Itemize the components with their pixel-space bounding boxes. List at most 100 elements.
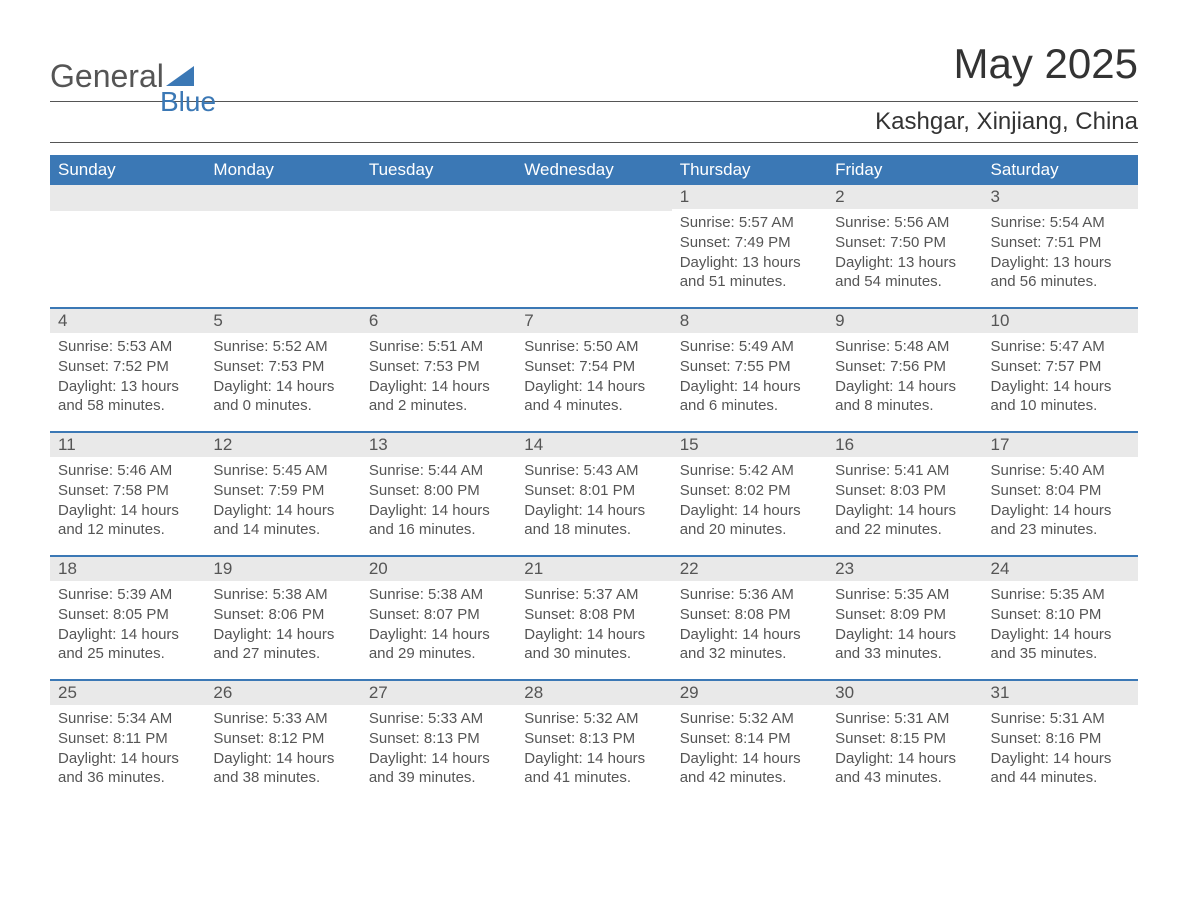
day-number: 16: [827, 433, 982, 457]
sunrise-text: Sunrise: 5:31 AM: [827, 709, 982, 729]
sunset-text: Sunset: 8:08 PM: [516, 605, 671, 625]
daylight-text: Daylight: 14 hours and 32 minutes.: [672, 625, 827, 665]
week-row: 18Sunrise: 5:39 AMSunset: 8:05 PMDayligh…: [50, 555, 1138, 679]
week-row: 4Sunrise: 5:53 AMSunset: 7:52 PMDaylight…: [50, 307, 1138, 431]
sunset-text: Sunset: 7:53 PM: [361, 357, 516, 377]
day-cell: 29Sunrise: 5:32 AMSunset: 8:14 PMDayligh…: [672, 681, 827, 803]
calendar: SundayMondayTuesdayWednesdayThursdayFrid…: [50, 155, 1138, 803]
daylight-text: Daylight: 14 hours and 36 minutes.: [50, 749, 205, 789]
daylight-text: Daylight: 14 hours and 10 minutes.: [983, 377, 1138, 417]
daylight-text: Daylight: 14 hours and 33 minutes.: [827, 625, 982, 665]
daylight-text: Daylight: 14 hours and 20 minutes.: [672, 501, 827, 541]
day-cell: 19Sunrise: 5:38 AMSunset: 8:06 PMDayligh…: [205, 557, 360, 679]
day-number: 1: [672, 185, 827, 209]
sunset-text: Sunset: 8:09 PM: [827, 605, 982, 625]
daylight-text: Daylight: 13 hours and 58 minutes.: [50, 377, 205, 417]
sunrise-text: Sunrise: 5:38 AM: [361, 585, 516, 605]
day-cell: 30 Sunrise: 5:31 AMSunset: 8:15 PMDayligh…: [827, 681, 982, 803]
weekday-header: Friday: [827, 155, 982, 185]
day-cell: [50, 185, 205, 307]
daylight-text: Daylight: 14 hours and 43 minutes.: [827, 749, 982, 789]
sunrise-text: Sunrise: 5:31 AM: [983, 709, 1138, 729]
sunset-text: Sunset: 8:06 PM: [205, 605, 360, 625]
daylight-text: Daylight: 13 hours and 54 minutes.: [827, 253, 982, 293]
day-cell: 8Sunrise: 5:49 AMSunset: 7:55 PMDaylight…: [672, 309, 827, 431]
sunset-text: Sunset: 8:03 PM: [827, 481, 982, 501]
day-number: [205, 185, 360, 211]
day-number: [50, 185, 205, 211]
daylight-text: Daylight: 14 hours and 25 minutes.: [50, 625, 205, 665]
sunset-text: Sunset: 7:53 PM: [205, 357, 360, 377]
sunset-text: Sunset: 8:08 PM: [672, 605, 827, 625]
sunrise-text: Sunrise: 5:46 AM: [50, 461, 205, 481]
sunrise-text: Sunrise: 5:43 AM: [516, 461, 671, 481]
weeks-container: 1Sunrise: 5:57 AMSunset: 7:49 PMDaylight…: [50, 185, 1138, 803]
sunrise-text: Sunrise: 5:33 AM: [361, 709, 516, 729]
day-number: 11: [50, 433, 205, 457]
day-number: 2: [827, 185, 982, 209]
sunrise-text: Sunrise: 5:38 AM: [205, 585, 360, 605]
day-cell: 17Sunrise: 5:40 AMSunset: 8:04 PMDayligh…: [983, 433, 1138, 555]
day-number: 20: [361, 557, 516, 581]
sunrise-text: Sunrise: 5:47 AM: [983, 337, 1138, 357]
sunrise-text: Sunrise: 5:35 AM: [827, 585, 982, 605]
day-number: 5: [205, 309, 360, 333]
sunrise-text: Sunrise: 5:51 AM: [361, 337, 516, 357]
day-cell: 27Sunrise: 5:33 AMSunset: 8:13 PMDayligh…: [361, 681, 516, 803]
day-cell: [516, 185, 671, 307]
daylight-text: Daylight: 14 hours and 4 minutes.: [516, 377, 671, 417]
day-cell: 1Sunrise: 5:57 AMSunset: 7:49 PMDaylight…: [672, 185, 827, 307]
daylight-text: Daylight: 14 hours and 44 minutes.: [983, 749, 1138, 789]
weekday-header-row: SundayMondayTuesdayWednesdayThursdayFrid…: [50, 155, 1138, 185]
weekday-header: Thursday: [672, 155, 827, 185]
sunrise-text: Sunrise: 5:54 AM: [983, 213, 1138, 233]
sunset-text: Sunset: 8:13 PM: [516, 729, 671, 749]
day-number: 27: [361, 681, 516, 705]
sunrise-text: Sunrise: 5:44 AM: [361, 461, 516, 481]
sunset-text: Sunset: 7:56 PM: [827, 357, 982, 377]
day-cell: 18Sunrise: 5:39 AMSunset: 8:05 PMDayligh…: [50, 557, 205, 679]
day-cell: 6Sunrise: 5:51 AMSunset: 7:53 PMDaylight…: [361, 309, 516, 431]
weekday-header: Monday: [205, 155, 360, 185]
day-number: 17: [983, 433, 1138, 457]
sunrise-text: Sunrise: 5:34 AM: [50, 709, 205, 729]
sunset-text: Sunset: 8:00 PM: [361, 481, 516, 501]
sunrise-text: Sunrise: 5:33 AM: [205, 709, 360, 729]
sunset-text: Sunset: 7:52 PM: [50, 357, 205, 377]
sunset-text: Sunset: 7:51 PM: [983, 233, 1138, 253]
sunset-text: Sunset: 8:02 PM: [672, 481, 827, 501]
daylight-text: Daylight: 13 hours and 51 minutes.: [672, 253, 827, 293]
logo-triangle-icon: [166, 66, 194, 86]
sunrise-text: Sunrise: 5:41 AM: [827, 461, 982, 481]
day-number: 30: [827, 681, 982, 705]
day-cell: 16Sunrise: 5:41 AMSunset: 8:03 PMDayligh…: [827, 433, 982, 555]
day-cell: 11Sunrise: 5:46 AMSunset: 7:58 PMDayligh…: [50, 433, 205, 555]
sunrise-text: Sunrise: 5:42 AM: [672, 461, 827, 481]
weekday-header: Sunday: [50, 155, 205, 185]
sunset-text: Sunset: 8:13 PM: [361, 729, 516, 749]
day-cell: 10Sunrise: 5:47 AMSunset: 7:57 PMDayligh…: [983, 309, 1138, 431]
sunset-text: Sunset: 8:07 PM: [361, 605, 516, 625]
day-number: 22: [672, 557, 827, 581]
day-cell: 21Sunrise: 5:37 AMSunset: 8:08 PMDayligh…: [516, 557, 671, 679]
day-cell: 5Sunrise: 5:52 AMSunset: 7:53 PMDaylight…: [205, 309, 360, 431]
month-title: May 2025: [954, 40, 1138, 88]
sunset-text: Sunset: 8:15 PM: [827, 729, 982, 749]
location: Kashgar, Xinjiang, China: [875, 108, 1138, 136]
daylight-text: Daylight: 14 hours and 23 minutes.: [983, 501, 1138, 541]
day-cell: [361, 185, 516, 307]
day-number: 15: [672, 433, 827, 457]
daylight-text: Daylight: 14 hours and 30 minutes.: [516, 625, 671, 665]
day-number: 26: [205, 681, 360, 705]
sunset-text: Sunset: 8:16 PM: [983, 729, 1138, 749]
day-number: 19: [205, 557, 360, 581]
sunset-text: Sunset: 7:57 PM: [983, 357, 1138, 377]
sunrise-text: Sunrise: 5:32 AM: [516, 709, 671, 729]
day-number: 28: [516, 681, 671, 705]
daylight-text: Daylight: 14 hours and 41 minutes.: [516, 749, 671, 789]
day-number: 18: [50, 557, 205, 581]
day-cell: 26Sunrise: 5:33 AMSunset: 8:12 PMDayligh…: [205, 681, 360, 803]
sunset-text: Sunset: 7:54 PM: [516, 357, 671, 377]
daylight-text: Daylight: 13 hours and 56 minutes.: [983, 253, 1138, 293]
daylight-text: Daylight: 14 hours and 14 minutes.: [205, 501, 360, 541]
